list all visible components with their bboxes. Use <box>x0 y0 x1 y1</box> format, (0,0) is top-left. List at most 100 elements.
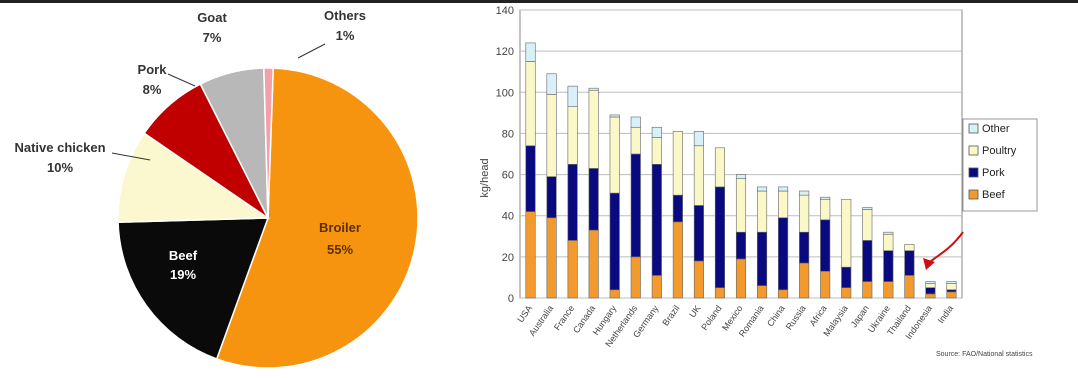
bar-canada-beef <box>588 229 599 299</box>
pie-slice-beef <box>117 217 270 360</box>
bar-romania-beef <box>757 285 768 299</box>
pie-label-others: Others <box>324 8 366 23</box>
bar-mexico-beef <box>735 258 747 299</box>
bar-australia-pork <box>546 176 557 219</box>
bar-indonesia-beef <box>925 293 936 299</box>
bar-indonesia-pork <box>925 287 936 295</box>
x-tick-label-russia: Russia <box>784 303 808 331</box>
bar-france-poultry <box>567 106 578 165</box>
top-border <box>0 0 1078 3</box>
bar-thailand-beef <box>904 275 915 299</box>
y-tick-label: 60 <box>502 170 514 182</box>
pie-label-goat: Goat <box>197 10 227 25</box>
bar-africa-beef <box>820 270 831 299</box>
bar-brazil-beef <box>672 221 683 299</box>
legend-label-other: Other <box>982 123 1010 135</box>
annotation-arrowhead <box>923 258 935 270</box>
bar-poland-beef <box>714 287 725 299</box>
bar-china-pork <box>778 217 789 291</box>
bar-australia-beef <box>546 217 557 299</box>
pie-chart: Broiler 55% Beef 19% Native chicken 10% Pork 8%… <box>14 8 419 369</box>
bar-poland-poultry <box>714 147 725 188</box>
pie-leader-line-pork <box>167 73 196 87</box>
legend-label-poultry: Poultry <box>982 145 1017 157</box>
bar-indonesia-poultry <box>925 283 936 289</box>
pie-label-broiler: Broiler <box>319 220 361 235</box>
pie-leader-line-native-chicken <box>111 152 151 161</box>
bar-india-beef <box>946 291 957 299</box>
bar-romania-pork <box>757 231 768 286</box>
bar-hungary-beef <box>609 289 620 299</box>
bar-ukraine-other <box>883 231 894 235</box>
bar-uk-other <box>693 131 704 147</box>
bar-australia-poultry <box>546 94 557 177</box>
x-tick-label-brazil: Brazil <box>660 303 681 327</box>
pie-leader-line-others <box>297 43 326 59</box>
pie-label-native-chicken: Native chicken <box>14 140 105 155</box>
stacked-bar-chart: 020406080100120140kg/headUSAAustraliaFra… <box>479 5 1038 358</box>
bar-thailand-poultry <box>904 244 915 251</box>
legend-label-pork: Pork <box>982 167 1005 179</box>
pie-slice-broiler <box>215 67 419 369</box>
bar-india-other <box>946 281 957 284</box>
bar-uk-pork <box>693 205 704 262</box>
bar-mexico-other <box>735 174 747 179</box>
bar-ukraine-pork <box>883 250 894 282</box>
bar-germany-poultry <box>651 137 662 165</box>
x-tick-label-africa: Africa <box>807 303 828 328</box>
bar-brazil-pork <box>672 194 683 223</box>
bar-africa-other <box>820 196 831 200</box>
pie-pct-goat: 7% <box>203 30 222 45</box>
bar-netherlands-other <box>630 116 641 128</box>
legend-label-beef: Beef <box>982 189 1006 201</box>
y-tick-label: 140 <box>496 5 514 17</box>
bar-russia-other <box>799 190 810 196</box>
bar-africa-poultry <box>820 198 831 221</box>
bar-china-poultry <box>778 190 789 219</box>
bar-netherlands-pork <box>630 153 641 258</box>
x-tick-label-india: India <box>936 303 955 325</box>
bar-japan-other <box>862 207 873 210</box>
bar-romania-other <box>757 186 768 192</box>
x-tick-label-china: China <box>765 303 787 328</box>
legend-swatch-beef <box>968 189 979 200</box>
bar-usa-poultry <box>525 61 536 147</box>
y-tick-label: 100 <box>496 87 514 99</box>
bar-germany-pork <box>651 163 662 276</box>
pie-slice-others <box>263 67 275 219</box>
bar-usa-pork <box>525 145 536 212</box>
legend-swatch-other <box>968 123 979 134</box>
bar-germany-other <box>651 126 662 138</box>
bar-hungary-poultry <box>609 116 620 194</box>
bar-india-poultry <box>946 283 957 291</box>
bar-netherlands-poultry <box>630 126 641 155</box>
bar-australia-other <box>546 73 557 95</box>
bar-ukraine-poultry <box>883 233 894 251</box>
bar-hungary-pork <box>609 192 620 291</box>
bar-brazil-poultry <box>672 131 683 196</box>
legend-swatch-poultry <box>968 145 979 156</box>
bar-usa-beef <box>525 211 536 299</box>
x-tick-label-usa: USA <box>515 303 534 324</box>
pie-label-pork: Pork <box>138 62 168 77</box>
bar-netherlands-beef <box>630 256 641 299</box>
bar-indonesia-other <box>925 281 936 284</box>
x-tick-label-uk: UK <box>687 303 702 319</box>
bar-thailand-pork <box>904 250 915 276</box>
source-note: Source: FAO/National statistics <box>936 351 1033 358</box>
pie-pct-pork: 8% <box>143 82 162 97</box>
bar-china-beef <box>778 289 789 299</box>
bar-china-other <box>778 186 789 192</box>
bar-canada-poultry <box>588 89 599 169</box>
bar-romania-poultry <box>757 190 768 233</box>
y-tick-label: 120 <box>496 46 514 58</box>
bar-russia-pork <box>799 231 810 264</box>
bar-russia-poultry <box>799 194 810 233</box>
bar-japan-pork <box>862 240 873 282</box>
pie-pct-others: 1% <box>336 28 355 43</box>
bar-malaysia-beef <box>841 287 852 299</box>
bar-mexico-pork <box>735 231 747 260</box>
bar-poland-pork <box>714 186 725 289</box>
y-tick-label: 0 <box>508 293 514 305</box>
bar-malaysia-poultry <box>841 198 852 268</box>
